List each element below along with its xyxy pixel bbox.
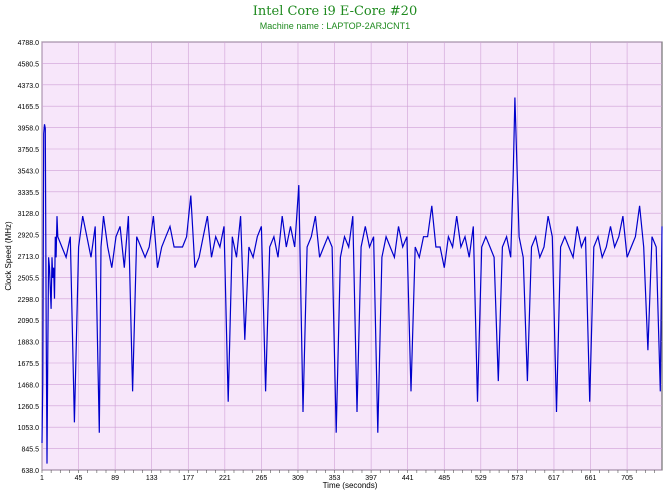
y-tick-label: 4373.0 <box>18 83 40 90</box>
grid-lines <box>41 41 662 471</box>
y-tick-label: 4165.5 <box>18 104 40 111</box>
y-tick-label: 638.0 <box>21 468 39 475</box>
chart-subtitle: Machine name : LAPTOP-2ARJCNT1 <box>259 21 411 31</box>
chart-title: Intel Core i9 E-Core #20 <box>252 4 418 19</box>
x-tick-label: 573 <box>512 475 524 482</box>
y-tick-label: 4580.5 <box>18 61 40 68</box>
y-tick-label: 3335.5 <box>18 190 40 197</box>
x-tick-label: 661 <box>585 475 597 482</box>
series-line-0 <box>41 97 663 464</box>
y-axis-label: Clock Speed (MHz) <box>4 221 13 291</box>
x-tick-label: 45 <box>75 475 83 482</box>
x-tick-label: 529 <box>475 475 487 482</box>
x-tick-label: 265 <box>256 475 268 482</box>
x-tick-label: 89 <box>111 475 119 482</box>
y-tick-label: 2713.0 <box>18 254 40 261</box>
y-tick-label: 845.5 <box>21 447 39 454</box>
y-tick-label: 2298.0 <box>18 297 40 304</box>
x-tick-label: 397 <box>365 475 377 482</box>
y-tick-label: 3543.0 <box>18 168 40 175</box>
x-tick-label: 177 <box>182 475 194 482</box>
x-axis-ticks: 1 45 89 133 177 221 265 309 353 397 441 485 529 573 61… <box>40 470 655 482</box>
x-tick-label: 133 <box>146 475 158 482</box>
y-axis-ticks: 638.0 845.5 1053.0 1260.5 1468.0 1675.5 1883.0… <box>18 40 40 475</box>
x-tick-label: 309 <box>292 475 304 482</box>
y-tick-label: 3750.5 <box>18 147 40 154</box>
x-axis-label: Time (seconds) <box>323 481 378 490</box>
y-tick-label: 1883.0 <box>18 340 40 347</box>
x-tick-label: 441 <box>402 475 414 482</box>
x-tick-label: 1 <box>40 475 44 482</box>
y-tick-label: 1053.0 <box>18 425 40 432</box>
y-tick-label: 1468.0 <box>18 382 40 389</box>
y-tick-label: 2505.5 <box>18 275 40 282</box>
x-tick-label: 705 <box>621 475 633 482</box>
y-tick-label: 4788.0 <box>18 40 40 47</box>
series-group <box>41 97 663 464</box>
x-tick-label: 353 <box>329 475 341 482</box>
y-tick-label: 3128.0 <box>18 211 40 218</box>
y-tick-label: 3958.0 <box>18 126 40 133</box>
x-tick-label: 617 <box>548 475 560 482</box>
y-tick-label: 1260.5 <box>18 404 40 411</box>
x-tick-label: 485 <box>438 475 450 482</box>
y-tick-label: 2920.5 <box>18 233 40 240</box>
y-tick-label: 1675.5 <box>18 361 40 368</box>
x-tick-label: 221 <box>219 475 231 482</box>
y-tick-label: 2090.5 <box>18 318 40 325</box>
